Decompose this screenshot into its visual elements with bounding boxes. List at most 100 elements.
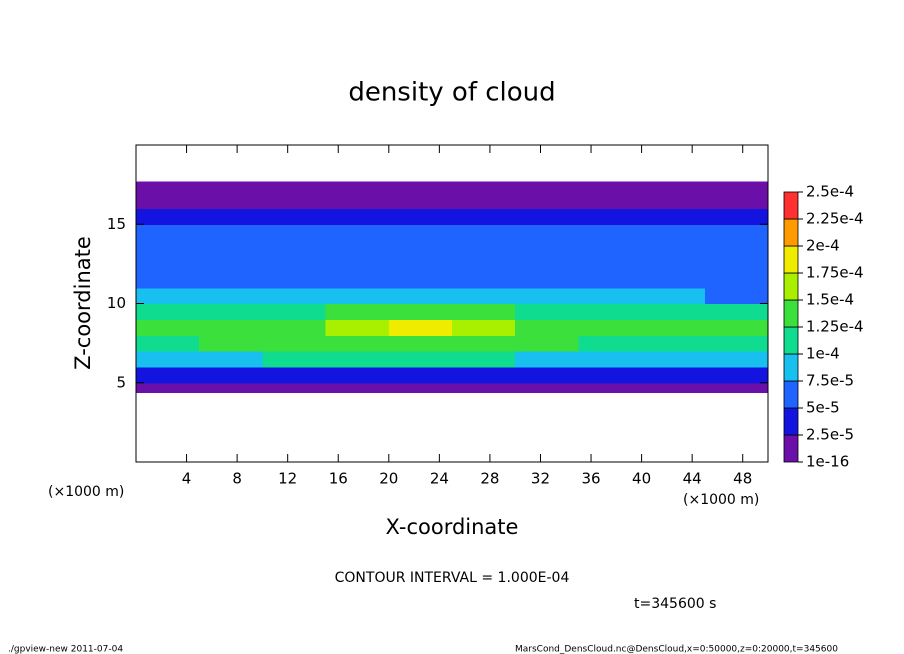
heat-cell — [704, 303, 769, 320]
heat-cell — [136, 208, 200, 225]
heat-cell — [578, 351, 643, 368]
heat-cell — [578, 181, 643, 194]
heat-cell — [262, 351, 327, 368]
heat-cell — [388, 255, 453, 273]
colorbar-label: 1e-16 — [806, 453, 849, 471]
heat-cell — [199, 192, 263, 209]
heat-cell — [641, 255, 706, 273]
heat-cell — [325, 181, 390, 194]
heat-cell — [578, 319, 643, 336]
heat-cell — [388, 287, 453, 305]
heat-cell — [704, 224, 769, 241]
x-unit: (×1000 m) — [48, 484, 124, 500]
colorbar-band — [783, 326, 799, 355]
heat-cell — [325, 192, 390, 209]
colorbar-band — [783, 353, 799, 382]
heat-cell — [641, 366, 706, 384]
heat-cell — [199, 271, 263, 289]
heat-cell — [452, 240, 516, 257]
heat-cell — [325, 224, 390, 241]
y-axis-label: Z-coordinate — [71, 236, 95, 370]
heat-cell — [262, 382, 327, 393]
heat-cell — [515, 303, 579, 320]
heat-cell — [704, 240, 769, 257]
heat-cell — [262, 303, 327, 320]
heat-cell — [452, 181, 516, 194]
heat-cell — [452, 255, 516, 273]
heat-cell — [388, 319, 453, 336]
y-tick-label: 5 — [116, 373, 126, 391]
heat-cell — [704, 287, 769, 305]
heat-cell — [515, 224, 579, 241]
heat-cell — [262, 335, 327, 352]
heat-cell — [388, 335, 453, 352]
heat-cell — [262, 240, 327, 257]
heat-cell — [262, 224, 327, 241]
heat-cell — [641, 335, 706, 352]
heat-cell — [704, 271, 769, 289]
heat-cell — [199, 224, 263, 241]
heat-cell — [704, 351, 769, 368]
footer: MarsCond_DensCloud.nc@DensCloud,x=0:5000… — [515, 645, 838, 654]
heat-cell — [325, 287, 390, 305]
heat-cell — [515, 271, 579, 289]
heat-cell — [262, 255, 327, 273]
heat-cell — [578, 224, 643, 241]
heat-cell — [262, 208, 327, 225]
heat-cell — [325, 303, 390, 320]
colorbar-band — [783, 407, 799, 436]
time-note: t=345600 s — [634, 596, 716, 612]
colorbar-band — [783, 299, 799, 328]
heat-cell — [388, 181, 453, 194]
heat-cell — [578, 335, 643, 352]
heat-cell — [199, 240, 263, 257]
x-tick-label: 36 — [581, 470, 600, 488]
heat-cell — [704, 255, 769, 273]
heat-cell — [199, 181, 263, 194]
heat-cell — [136, 366, 200, 384]
heat-cell — [578, 303, 643, 320]
heat-cell — [388, 366, 453, 384]
colorbar-label: 1e-4 — [806, 345, 840, 363]
y-tick-label: 15 — [107, 215, 126, 233]
heat-cell — [578, 192, 643, 209]
heat-cell — [641, 208, 706, 225]
heat-cell — [578, 240, 643, 257]
heat-cell — [704, 192, 769, 209]
heat-cell — [388, 271, 453, 289]
heat-cell — [641, 224, 706, 241]
x-tick-label: 24 — [430, 470, 449, 488]
heat-cell — [136, 335, 200, 352]
heat-cell — [641, 287, 706, 305]
colorbar-band — [783, 380, 799, 409]
x-tick-label: 4 — [182, 470, 192, 488]
heat-cell — [262, 271, 327, 289]
colorbar-band — [783, 245, 799, 274]
heat-cell — [388, 351, 453, 368]
heat-cell — [578, 208, 643, 225]
heat-cell — [515, 255, 579, 273]
colorbar-band — [783, 191, 799, 220]
heat-cell — [199, 255, 263, 273]
heat-cell — [136, 224, 200, 241]
heat-cell — [388, 240, 453, 257]
heat-cell — [641, 192, 706, 209]
colorbar-label: 5e-5 — [806, 399, 840, 417]
heat-cell — [388, 192, 453, 209]
heat-cell — [325, 335, 390, 352]
x-tick-label: 8 — [232, 470, 242, 488]
colorbar-band — [783, 218, 799, 247]
contour-note: CONTOUR INTERVAL = 1.000E-04 — [335, 570, 570, 586]
colorbar-label: 2e-4 — [806, 237, 840, 255]
heat-cell — [452, 335, 516, 352]
heat-cell — [136, 255, 200, 273]
heat-cell — [704, 382, 769, 393]
heat-cell — [452, 192, 516, 209]
colorbar-label: 1.75e-4 — [806, 264, 864, 282]
heat-cell — [704, 319, 769, 336]
heat-cell — [641, 271, 706, 289]
heat-cell — [515, 351, 579, 368]
heat-cell — [262, 287, 327, 305]
heat-cell — [262, 319, 327, 336]
heat-cell — [515, 319, 579, 336]
